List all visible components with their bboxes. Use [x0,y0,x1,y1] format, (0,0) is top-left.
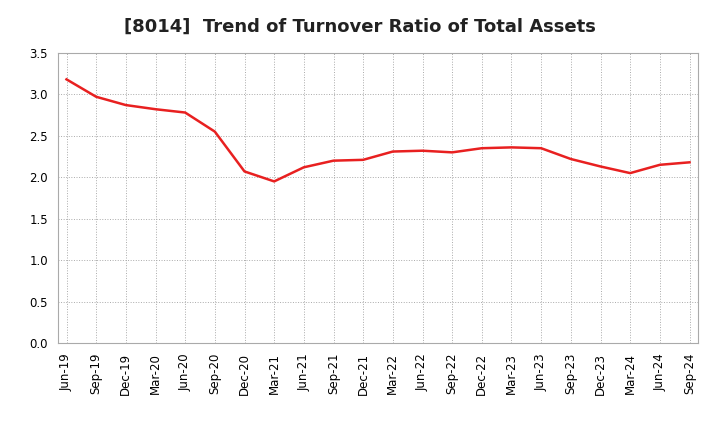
Text: [8014]  Trend of Turnover Ratio of Total Assets: [8014] Trend of Turnover Ratio of Total … [124,18,596,36]
